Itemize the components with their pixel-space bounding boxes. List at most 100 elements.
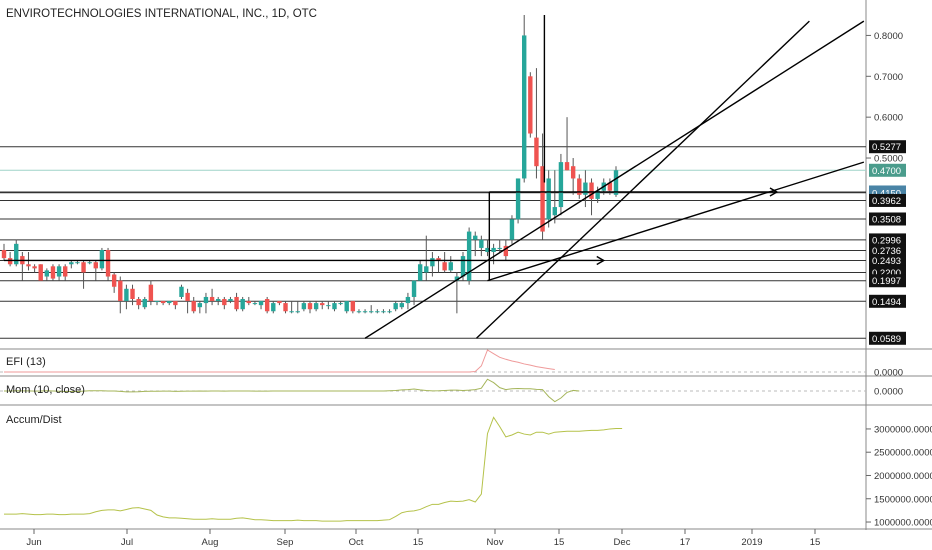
candle-up <box>491 247 496 253</box>
efi-line <box>4 349 555 373</box>
candle-up <box>301 303 307 310</box>
candle-down <box>50 266 56 279</box>
candle-up <box>332 303 337 310</box>
trend-line <box>364 20 865 339</box>
candle-up <box>240 299 245 310</box>
arrow-head <box>596 255 606 266</box>
candle-up <box>583 182 588 195</box>
time-axis: Jun Jul Aug Sep Oct 15 Nov 15 Dec 17 2019 15 <box>26 529 820 548</box>
time-tick-label: Jun <box>26 537 41 548</box>
candle-up <box>497 247 502 249</box>
ad-tick-label: 3000000.0000 <box>874 424 932 435</box>
candle-up <box>460 256 466 277</box>
candle-up <box>369 311 374 313</box>
time-tick-label: 2019 <box>741 537 762 548</box>
candle-up <box>69 262 74 265</box>
candle-up <box>522 35 527 179</box>
candle-up <box>289 311 294 313</box>
candle-down <box>63 266 68 277</box>
candle-down <box>191 301 196 312</box>
level-badge-label: 0.2736 <box>872 246 901 257</box>
candle-down <box>320 303 325 306</box>
level-badge-label: 0.1997 <box>872 276 901 287</box>
ad-pane: 3000000.0000 2500000.0000 2000000.0000 1500… <box>4 416 932 529</box>
candle-down <box>570 166 576 179</box>
candle-up <box>613 170 619 195</box>
candle-down <box>277 301 282 304</box>
candle-up <box>515 178 521 220</box>
candle-up <box>466 231 472 281</box>
candle-up <box>338 303 343 305</box>
candle-up <box>167 301 172 304</box>
mom-line <box>4 378 580 403</box>
candle-down <box>564 162 570 171</box>
time-tick-label: Aug <box>202 537 219 548</box>
candle-down <box>577 178 582 195</box>
candle-down <box>7 258 13 265</box>
level-badge <box>869 244 906 258</box>
candle-up <box>546 178 551 220</box>
ad-tick-label: 2500000.0000 <box>874 448 932 459</box>
candle-down <box>1 249 7 259</box>
candle-up <box>56 266 62 277</box>
level-badge <box>869 294 906 308</box>
level-badge <box>869 253 906 267</box>
ad-label: Accum/Dist <box>6 414 62 426</box>
candle-up <box>313 303 319 310</box>
candle-down <box>264 299 270 312</box>
time-tick-label: 15 <box>413 537 424 548</box>
candle-up <box>448 262 453 271</box>
candle-down <box>81 262 86 273</box>
efi-axis-label: 0.0000 <box>874 368 903 379</box>
trend-line <box>475 20 810 339</box>
candle-up <box>356 311 362 313</box>
level-badge-label: 0.3962 <box>872 196 901 207</box>
candle-up <box>430 258 435 267</box>
candle-down <box>118 280 123 302</box>
mom-axis-label: 0.0000 <box>874 387 903 398</box>
candle-up <box>44 270 50 277</box>
candle-down <box>26 264 31 267</box>
mom-label: Mom (10, close) <box>6 384 85 396</box>
level-badge-label: 0.4150 <box>872 188 901 199</box>
price-badges: 0.52770.41690.41500.39620.35080.29960.27… <box>869 140 906 345</box>
time-tick-label: 15 <box>810 537 821 548</box>
efi-label: EFI (13) <box>6 356 46 368</box>
candle-down <box>607 182 613 191</box>
current-price-badge <box>869 163 906 177</box>
candle-down <box>160 301 166 304</box>
level-badge-label: 0.5277 <box>872 142 901 153</box>
candle-up <box>417 264 423 281</box>
time-tick-label: Nov <box>487 537 504 548</box>
candle-down <box>246 301 251 304</box>
level-badge-label: 0.2996 <box>872 235 901 246</box>
time-tick-label: Sep <box>277 537 294 548</box>
candle-down <box>534 137 539 167</box>
level-badge <box>869 212 906 226</box>
horizontal-levels <box>0 146 866 339</box>
level-badge-label: 0.3508 <box>872 214 901 225</box>
candle-down <box>222 299 227 306</box>
candle-up <box>375 311 380 313</box>
mom-pane: 0.0000 <box>0 378 903 403</box>
candle-down <box>350 301 356 312</box>
candle-down <box>503 245 509 257</box>
candle-up <box>75 262 80 264</box>
candle-up <box>87 262 92 264</box>
candle-down <box>130 288 135 300</box>
candle-down <box>442 262 447 271</box>
candle-up <box>203 296 209 304</box>
candle-down <box>136 299 141 306</box>
level-badge <box>869 193 906 207</box>
candle-down <box>234 296 239 310</box>
candle-up <box>424 266 429 273</box>
level-badge-label: 0.1494 <box>872 297 901 308</box>
candle-down <box>185 292 190 302</box>
candle-down <box>111 274 117 287</box>
candle-down <box>93 262 98 269</box>
candle-up <box>197 303 203 308</box>
price-axis: 0.8000 0.7000 0.6000 0.5000 <box>866 31 903 165</box>
candle-up <box>344 301 349 312</box>
candle-up <box>258 301 264 306</box>
candle-down <box>32 266 37 269</box>
